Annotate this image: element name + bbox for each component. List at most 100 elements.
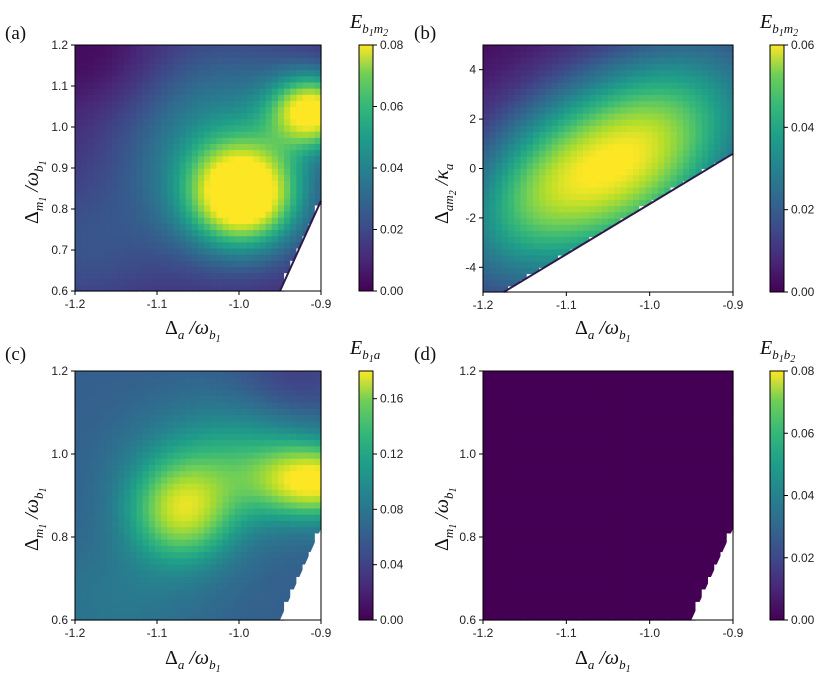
heatmap-cell (247, 377, 254, 385)
heatmap-cell (253, 483, 261, 490)
heatmap-cell (191, 229, 199, 237)
heatmap-cell (136, 476, 144, 484)
heatmap-cell (216, 576, 224, 584)
heatmap-cell (198, 451, 205, 459)
heatmap-cell (302, 532, 310, 540)
heatmap-cell (284, 100, 291, 108)
heatmap-cell (564, 149, 572, 157)
heatmap-cell (130, 514, 138, 521)
heatmap-cell (222, 476, 230, 484)
heatmap-cell (620, 94, 628, 102)
heatmap-cell (136, 414, 144, 422)
heatmap-cell (99, 88, 107, 95)
heatmap-cell (545, 242, 553, 250)
heatmap-cell (124, 458, 131, 465)
heatmap-cell (483, 137, 490, 145)
heatmap-cell (148, 545, 156, 553)
heatmap-cell (545, 51, 553, 58)
heatmap-cell (210, 532, 218, 540)
panel-d: -1.2 -1.1 -1.0 -0.90.60.81.01.20.000.020.04… (414, 337, 815, 675)
heatmap-cell (247, 235, 254, 243)
heatmap-cell (154, 186, 162, 194)
heatmap-cell (210, 266, 218, 274)
heatmap-cell (564, 143, 572, 151)
heatmap-cell (228, 501, 236, 509)
heatmap-cell (277, 501, 285, 509)
heatmap-cell (216, 427, 224, 434)
heatmap-cell (198, 131, 205, 138)
heatmap-cell (489, 526, 497, 534)
heatmap-cell (105, 254, 113, 261)
heatmap-cell (81, 539, 88, 546)
heatmap-cell (539, 82, 547, 89)
heatmap-cell (222, 63, 230, 71)
heatmap-cell (284, 408, 291, 416)
heatmap-cell (216, 607, 224, 615)
heatmap-cell (161, 501, 168, 509)
heatmap-cell (290, 532, 297, 540)
heatmap-cell (228, 433, 236, 441)
heatmap-cell (658, 88, 665, 95)
heatmap-cell (526, 236, 534, 244)
heatmap-cell (198, 601, 205, 609)
heatmap-cell (271, 464, 279, 472)
heatmap-cell (118, 211, 125, 218)
heatmap-cell (111, 174, 119, 181)
heatmap-cell (277, 495, 285, 503)
heatmap-cell (118, 470, 125, 478)
heatmap-cell (93, 414, 101, 422)
heatmap-cell (185, 439, 193, 447)
heatmap-cell (308, 371, 316, 378)
heatmap-cell (296, 204, 304, 212)
heatmap-cell (259, 532, 267, 540)
heatmap-cell (683, 57, 690, 65)
heatmap-cell (277, 100, 285, 108)
heatmap-cell (222, 427, 230, 434)
heatmap-cell (136, 204, 144, 212)
heatmap-cell (539, 45, 547, 52)
heatmap-cell (708, 88, 715, 95)
heatmap-cell (75, 458, 82, 465)
heatmap-cell (75, 131, 82, 138)
heatmap-cell (179, 241, 187, 249)
heatmap-cell (645, 51, 653, 58)
heatmap-cell (210, 588, 218, 596)
heatmap-cell (501, 69, 509, 77)
heatmap-cell (645, 57, 653, 65)
heatmap-cell (259, 595, 267, 602)
heatmap-cell (526, 156, 534, 163)
heatmap-cell (296, 137, 304, 144)
heatmap-cell (265, 131, 273, 138)
heatmap-cell (271, 501, 279, 509)
heatmap-cell (87, 557, 95, 565)
heatmap-cell (495, 82, 503, 89)
heatmap-cell (514, 217, 522, 225)
heatmap-cell (204, 377, 211, 385)
heatmap-cell (142, 563, 150, 571)
heatmap-cell (302, 180, 310, 188)
heatmap-cell (595, 162, 603, 170)
heatmap-cell (259, 489, 267, 497)
heatmap-cell (154, 451, 162, 459)
heatmap-cell (93, 143, 101, 151)
heatmap-cell (314, 69, 322, 77)
heatmap-cell (142, 254, 150, 261)
heatmap-cell (111, 582, 119, 590)
heatmap-cell (701, 149, 709, 157)
heatmap-cell (670, 51, 678, 58)
heatmap-cell (508, 94, 515, 102)
heatmap-cell (179, 278, 187, 286)
heatmap-cell (161, 266, 168, 274)
heatmap-cell (136, 520, 144, 528)
heatmap-cell (483, 551, 490, 559)
heatmap-cell (167, 100, 174, 108)
heatmap-cell (483, 187, 490, 194)
heatmap-cell (595, 125, 603, 133)
heatmap-cell (539, 149, 547, 157)
heatmap-cell (154, 278, 162, 286)
heatmap-cell (489, 125, 497, 133)
heatmap-cell (93, 254, 101, 261)
colorbar-tick-label: 0.04 (791, 120, 815, 134)
heatmap-cell (179, 118, 187, 126)
heatmap-cell (167, 211, 174, 218)
